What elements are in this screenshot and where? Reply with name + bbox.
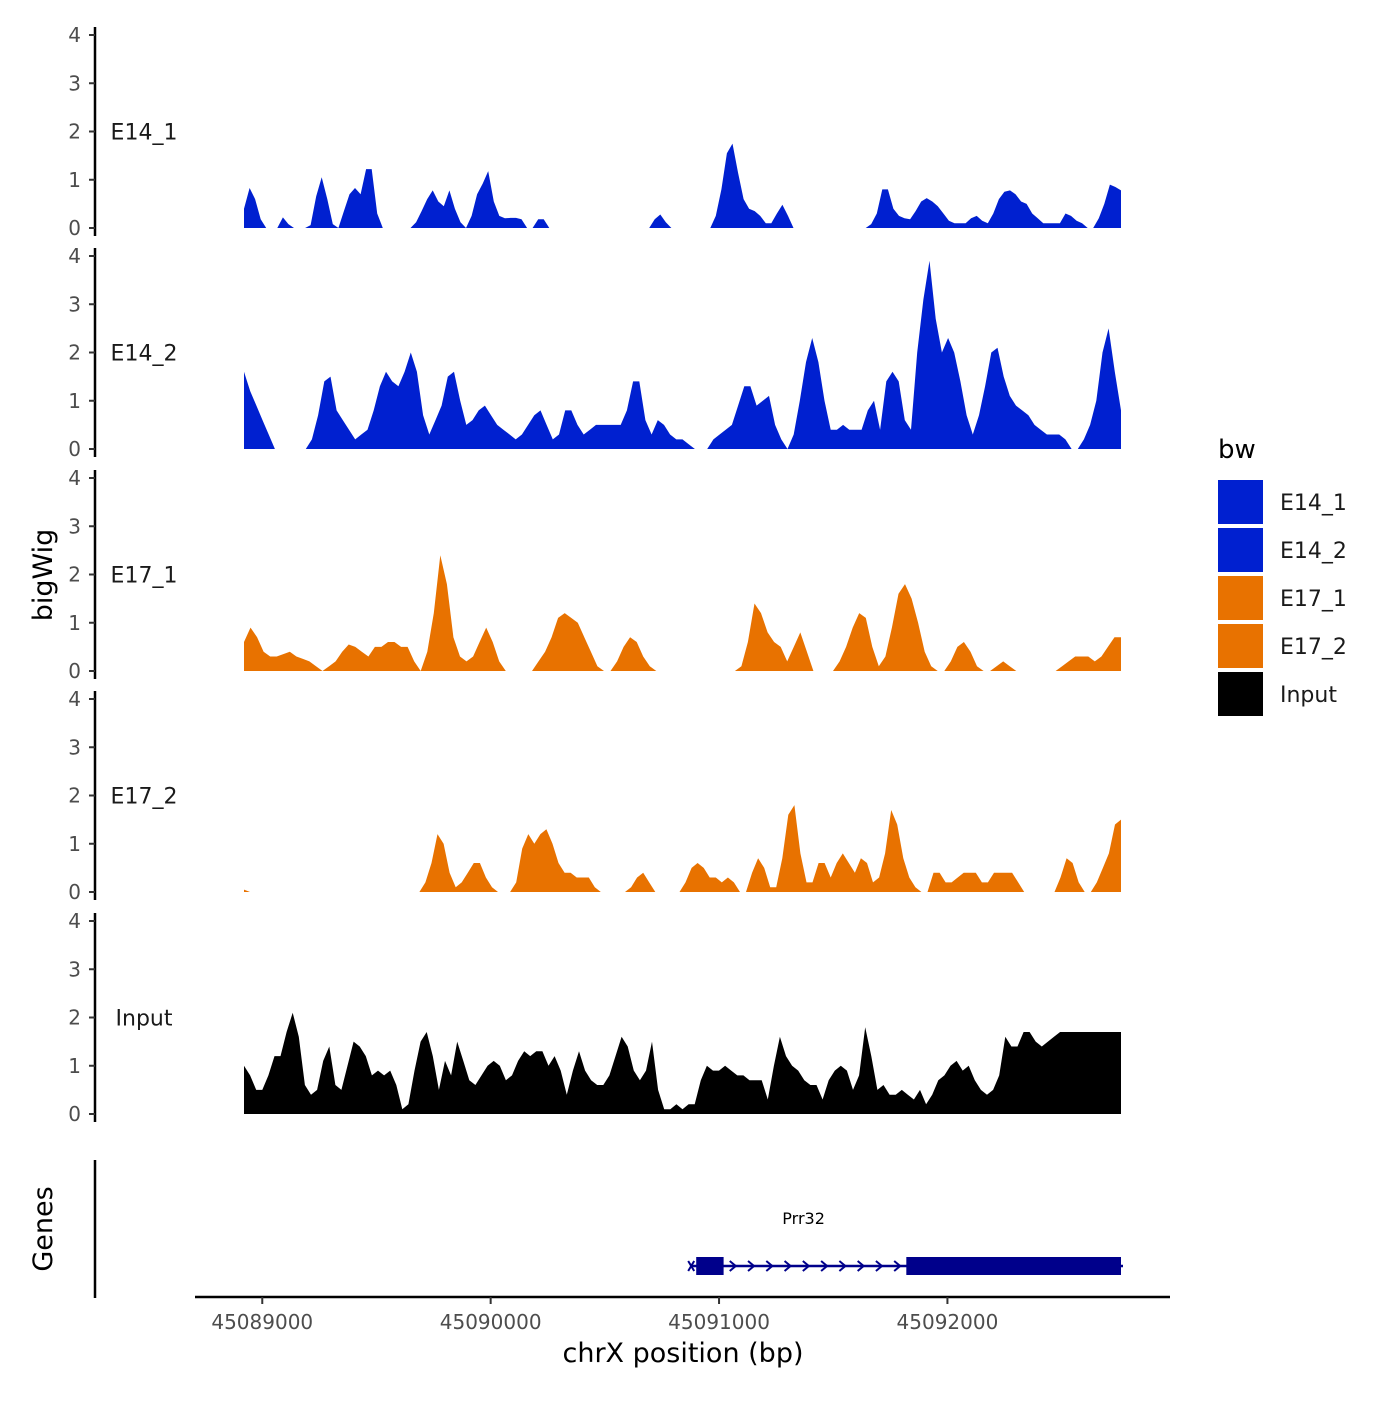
- legend-item-e17-2: E17_2: [1218, 624, 1347, 668]
- legend-title: bw: [1218, 435, 1256, 465]
- track-label-e14-1: E14_1: [111, 121, 178, 146]
- strand-arrow: [838, 1260, 847, 1272]
- y-tick-label: 3: [68, 71, 81, 95]
- track-label-e17-2: E17_2: [111, 785, 178, 810]
- track-e14-1: 0 1 2 3 4 E14_1: [68, 23, 1121, 240]
- y-tick-label: 3: [68, 957, 81, 981]
- y-axis-title: bigWig: [28, 529, 59, 622]
- y-tick-label: 2: [68, 120, 81, 144]
- y-tick-label: 3: [68, 292, 81, 316]
- y-tick-label: 3: [68, 735, 81, 759]
- gene-prr32: Prr32: [687, 1209, 1123, 1275]
- legend-swatch: [1218, 672, 1263, 716]
- y-tick-label: 1: [68, 1054, 81, 1078]
- track-e14-2: 0 1 2 3 4 E14_2: [68, 244, 1121, 461]
- track-input: 0 1 2 3 4 Input: [68, 909, 1121, 1126]
- bigwig-tracks: 0 1 2 3 4 E14_1 0 1 2 3 4 E14_2 0 1 2 3 4 E17_1 0 1 2 3 4 E17_2…: [68, 23, 1121, 1126]
- y-tick-label: 1: [68, 168, 81, 192]
- legend-item-e14-2: E14_2: [1218, 528, 1347, 572]
- x-tick-label: 45089000: [211, 1310, 313, 1334]
- strand-arrow: [783, 1260, 793, 1272]
- y-tick-label: 1: [68, 389, 81, 413]
- strand-arrow: [729, 1260, 738, 1272]
- y-tick-label: 2: [68, 1006, 81, 1030]
- x-axis: 45089000 45090000 45091000 45092000: [195, 1295, 1170, 1334]
- y-tick-label: 4: [68, 466, 81, 490]
- gene-exon: [696, 1257, 724, 1275]
- legend-label: E14_2: [1280, 539, 1347, 564]
- x-tick-label: 45090000: [440, 1310, 542, 1334]
- legend-item-e14-1: E14_1: [1218, 480, 1347, 524]
- gene-exon: [906, 1257, 1121, 1275]
- area-e14-1: [244, 143, 1121, 228]
- legend-label: Input: [1280, 683, 1337, 708]
- legend-swatch: [1218, 576, 1263, 620]
- strand-arrow: [747, 1260, 756, 1272]
- legend: bw E14_1 E14_2 E17_1 E17_2 Input: [1218, 435, 1347, 716]
- area-input: [244, 1012, 1121, 1114]
- legend-swatch: [1218, 624, 1263, 668]
- track-label-input: Input: [116, 1007, 173, 1032]
- y-tick-label: 1: [68, 611, 81, 635]
- area-e17-2: [244, 805, 1121, 892]
- y-tick-label: 0: [68, 659, 81, 683]
- y-tick-label: 3: [68, 514, 81, 538]
- track-e17-1: 0 1 2 3 4 E17_1: [68, 466, 1121, 683]
- legend-label: E14_1: [1280, 491, 1347, 516]
- gene-track: Prr32: [93, 1160, 1123, 1298]
- strand-arrow: [687, 1260, 696, 1272]
- y-tick-label: 2: [68, 563, 81, 587]
- legend-item-e17-1: E17_1: [1218, 576, 1347, 620]
- strand-arrow: [765, 1260, 774, 1272]
- y-tick-label: 4: [68, 244, 81, 268]
- area-e14-2: [244, 260, 1121, 449]
- gene-label-prr32: Prr32: [782, 1209, 825, 1228]
- x-tick-label: 45092000: [897, 1310, 999, 1334]
- y-tick-label: 0: [68, 437, 81, 461]
- legend-swatch: [1218, 480, 1263, 524]
- legend-label: E17_2: [1280, 635, 1347, 660]
- track-e17-2: 0 1 2 3 4 E17_2: [68, 687, 1121, 904]
- y-tick-label: 2: [68, 341, 81, 365]
- y-tick-label: 1: [68, 832, 81, 856]
- track-label-e14-2: E14_2: [111, 342, 178, 367]
- y-tick-label: 0: [68, 216, 81, 240]
- x-axis-title: chrX position (bp): [562, 1338, 803, 1369]
- y-tick-label: 0: [68, 880, 81, 904]
- legend-item-input: Input: [1218, 672, 1337, 716]
- strand-arrow: [820, 1260, 829, 1272]
- y-tick-label: 0: [68, 1102, 81, 1126]
- strand-arrow: [893, 1260, 902, 1272]
- y-tick-label: 4: [68, 687, 81, 711]
- genes-axis-title: Genes: [28, 1186, 59, 1271]
- legend-swatch: [1218, 528, 1263, 572]
- track-label-e17-1: E17_1: [111, 564, 178, 589]
- area-e17-1: [244, 555, 1121, 671]
- strand-arrow: [802, 1260, 811, 1272]
- legend-label: E17_1: [1280, 587, 1347, 612]
- y-tick-label: 4: [68, 23, 81, 47]
- y-tick-label: 2: [68, 784, 81, 808]
- x-tick-label: 45091000: [668, 1310, 770, 1334]
- strand-arrow: [875, 1260, 884, 1272]
- y-tick-label: 4: [68, 909, 81, 933]
- strand-arrow: [857, 1260, 866, 1272]
